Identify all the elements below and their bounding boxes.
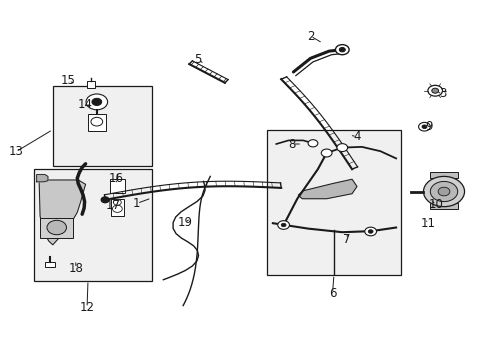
Text: 13: 13 [8, 145, 23, 158]
Polygon shape [298, 179, 356, 199]
Circle shape [113, 199, 121, 205]
Text: 2: 2 [306, 30, 314, 42]
Text: 9: 9 [425, 120, 432, 133]
Circle shape [86, 94, 107, 110]
Text: 1: 1 [133, 197, 141, 210]
Circle shape [91, 117, 102, 126]
Text: 12: 12 [80, 301, 94, 314]
Text: 10: 10 [428, 198, 443, 211]
Bar [266, 130, 400, 275]
Circle shape [307, 140, 317, 147]
Circle shape [418, 122, 429, 131]
Circle shape [112, 205, 122, 212]
Text: 6: 6 [328, 287, 336, 300]
Circle shape [367, 230, 372, 233]
Bar [88, 114, 105, 131]
Text: 18: 18 [68, 262, 83, 275]
Text: 5: 5 [194, 53, 202, 66]
Bar [53, 86, 151, 166]
Polygon shape [37, 175, 48, 182]
Bar [429, 172, 457, 178]
Circle shape [429, 181, 457, 202]
Bar [34, 169, 151, 281]
Circle shape [423, 176, 464, 207]
Circle shape [277, 221, 289, 229]
Circle shape [421, 125, 426, 129]
Bar [87, 81, 95, 88]
Text: 14: 14 [78, 98, 93, 111]
Bar [45, 262, 55, 267]
Text: 11: 11 [420, 217, 434, 230]
Circle shape [427, 85, 442, 96]
Polygon shape [39, 180, 85, 245]
Bar [429, 203, 457, 209]
Text: 19: 19 [177, 216, 192, 229]
Circle shape [431, 88, 438, 93]
Bar [110, 179, 124, 193]
Circle shape [364, 227, 376, 236]
Circle shape [335, 45, 348, 55]
Circle shape [339, 48, 345, 52]
Circle shape [92, 98, 102, 105]
Circle shape [336, 144, 347, 152]
Text: 3: 3 [438, 87, 446, 100]
Circle shape [321, 149, 331, 157]
Circle shape [47, 220, 66, 235]
Text: 8: 8 [287, 138, 295, 150]
Bar [40, 218, 73, 238]
Text: 7: 7 [343, 233, 350, 246]
Circle shape [101, 197, 109, 203]
Circle shape [281, 223, 285, 227]
Text: 16: 16 [109, 172, 123, 185]
Text: 17: 17 [106, 199, 121, 212]
Text: 15: 15 [61, 75, 76, 87]
Text: 4: 4 [352, 130, 360, 143]
Bar [111, 199, 123, 216]
Circle shape [437, 187, 449, 196]
